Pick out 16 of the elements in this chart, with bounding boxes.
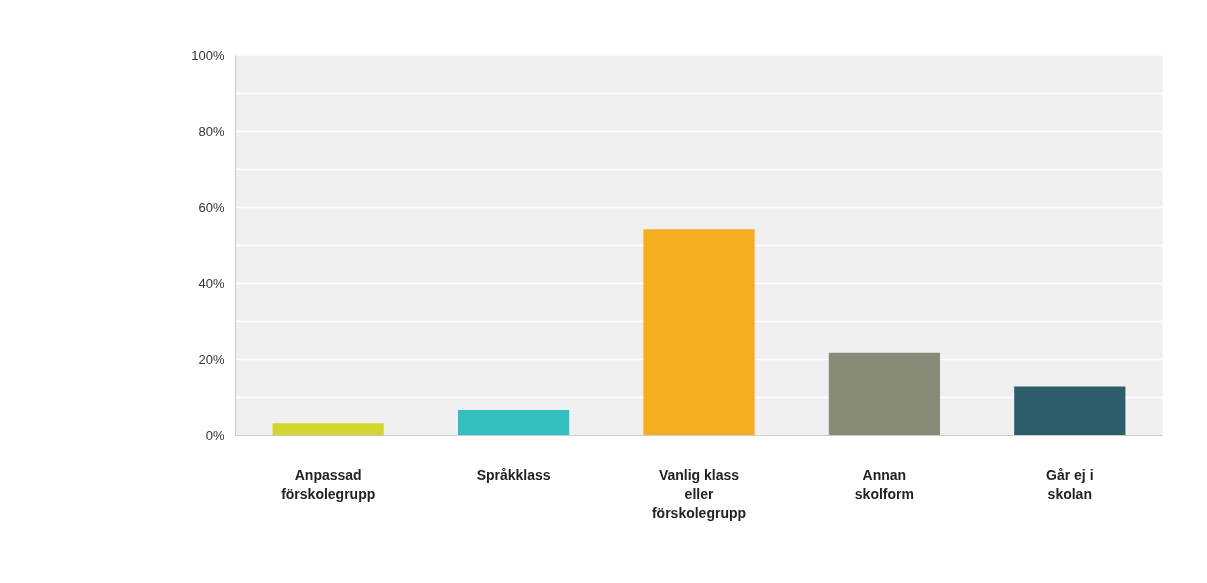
y-tick-label: 0% (205, 428, 225, 443)
y-tick-label: 20% (198, 352, 225, 367)
y-tick-label: 60% (198, 200, 225, 215)
x-tick-label: Vanlig klass eller förskolegrupp (651, 466, 747, 521)
bar (643, 229, 755, 436)
y-tick-label: 100% (191, 48, 225, 63)
x-tick-label: Språkklass (476, 466, 551, 483)
bar (828, 352, 941, 436)
x-tick-label: Anpassad förskolegrupp (281, 466, 376, 502)
bar (457, 410, 570, 436)
x-tick-label: Går ej i skolan (1046, 466, 1094, 502)
x-tick-label: Annan skolform (854, 466, 914, 502)
y-tick-label: 80% (198, 124, 225, 139)
bar (272, 423, 384, 436)
bar (1014, 386, 1126, 436)
y-tick-label: 40% (198, 276, 225, 291)
